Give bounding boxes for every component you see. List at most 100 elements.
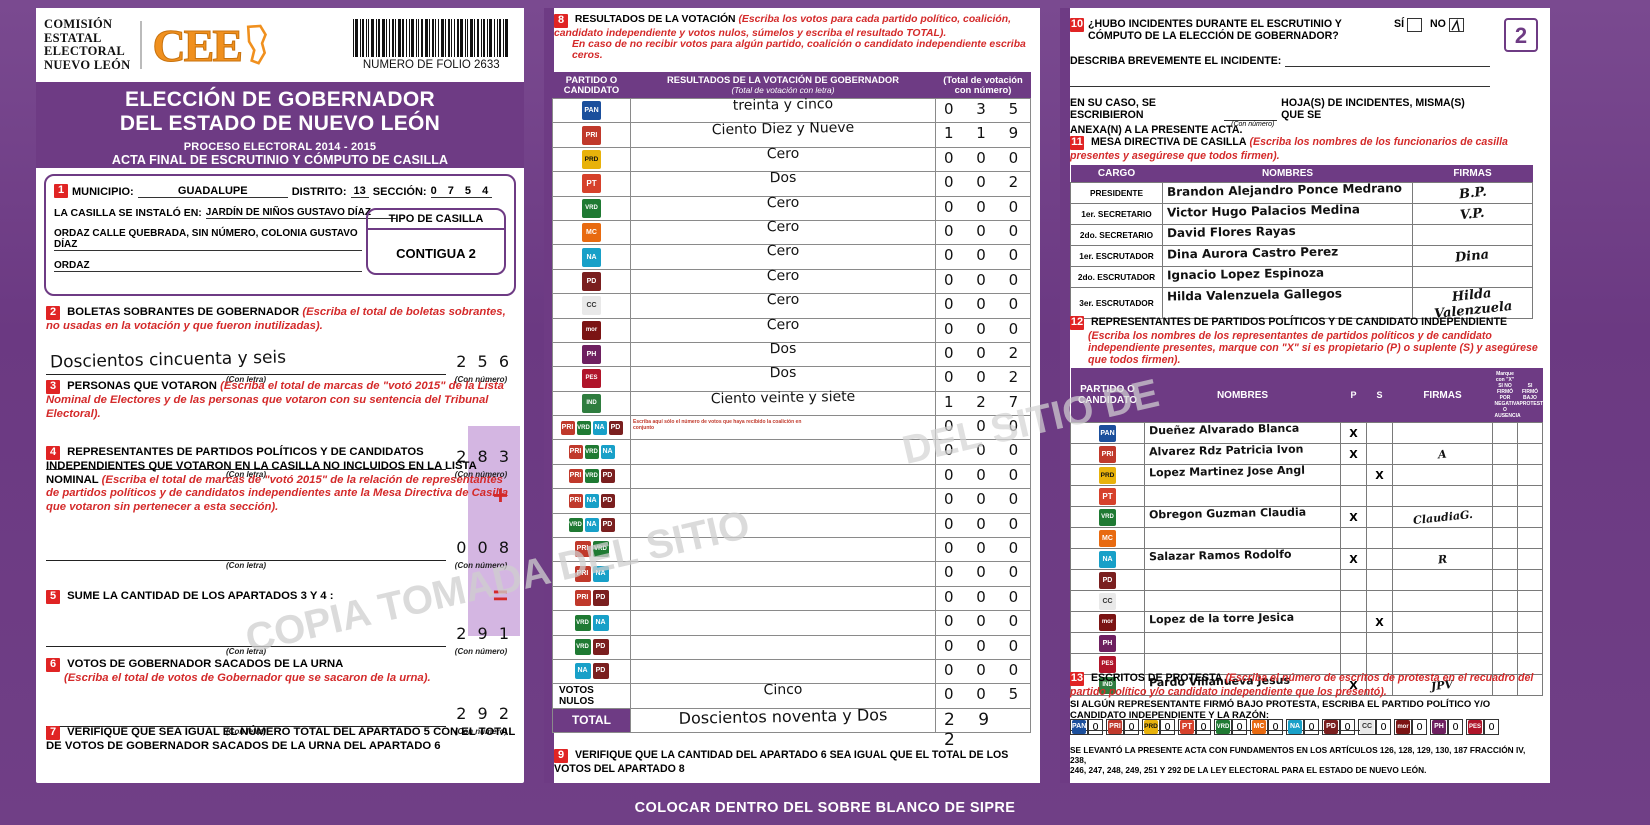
votes-numero-cell[interactable]: 0 0 0 [935, 658, 1031, 685]
reps-firma[interactable]: A [1392, 443, 1493, 465]
reps-protest-mark-2[interactable] [1517, 422, 1543, 444]
votes-letra-cell[interactable]: Dos [630, 365, 936, 392]
reps-mark-s[interactable] [1366, 506, 1393, 528]
votes-numero-cell[interactable]: 0 0 2 [935, 341, 1031, 368]
votes-numero-cell[interactable]: 0 0 0 [935, 463, 1031, 490]
votes-numero-cell[interactable]: 0 0 0 [935, 219, 1031, 246]
votes-letra-cell[interactable] [630, 488, 936, 514]
reps-nombre[interactable]: Obregon Guzman Claudia [1144, 506, 1341, 528]
reps-protest-mark-2[interactable] [1517, 464, 1543, 486]
reps-mark-p[interactable] [1340, 527, 1367, 549]
reps-protest-mark-2[interactable] [1517, 590, 1543, 612]
votes-letra-cell[interactable] [630, 585, 936, 612]
protest-count-na[interactable]: 0 [1304, 719, 1319, 735]
reps-mark-s[interactable] [1366, 527, 1393, 549]
reps-protest-mark-2[interactable] [1517, 485, 1543, 507]
reps-nombre[interactable]: Lopez de la torre Jesica [1144, 611, 1341, 633]
section-5-numero-value[interactable]: 2 9 1 [456, 624, 512, 643]
reps-protest-mark-2[interactable] [1517, 674, 1543, 696]
votes-letra-cell[interactable] [630, 463, 936, 490]
votes-numero-cell[interactable]: 0 0 0 [935, 634, 1031, 660]
reps-protest-mark-1[interactable] [1492, 527, 1518, 549]
votes-letra-cell[interactable] [630, 439, 936, 465]
reps-firma[interactable] [1392, 590, 1493, 612]
reps-protest-mark-1[interactable] [1492, 632, 1518, 654]
reps-protest-mark-2[interactable] [1517, 527, 1543, 549]
reps-nombre[interactable] [1144, 527, 1341, 549]
reps-firma[interactable] [1392, 569, 1493, 591]
municipio-value[interactable]: GUADALUPE [137, 185, 288, 198]
reps-protest-mark-2[interactable] [1517, 611, 1543, 633]
votes-numero-cell[interactable]: 1 1 9 [935, 122, 1031, 148]
protest-count-pt[interactable]: 0 [1196, 719, 1211, 735]
reps-nombre[interactable] [1144, 569, 1341, 591]
protest-count-verde[interactable]: 0 [1232, 719, 1247, 735]
distrito-value[interactable]: 13 [350, 185, 369, 198]
votes-letra-cell[interactable] [630, 537, 936, 563]
reps-protest-mark-1[interactable] [1492, 548, 1518, 570]
address-line-2[interactable]: ORDAZ CALLE QUEBRADA, SIN NÚMERO, COLONI… [54, 228, 362, 251]
votes-letra-cell[interactable]: Cero [630, 316, 936, 343]
reps-protest-mark-1[interactable] [1492, 422, 1518, 444]
reps-nombre[interactable]: Lopez Martinez Jose Angl [1144, 464, 1341, 486]
votes-numero-cell[interactable]: 0 0 0 [935, 268, 1031, 295]
reps-protest-mark-1[interactable] [1492, 506, 1518, 528]
protest-count-cc[interactable]: 0 [1376, 719, 1391, 735]
votes-letra-cell[interactable] [630, 610, 936, 636]
reps-mark-s[interactable] [1366, 569, 1393, 591]
votes-letra-cell[interactable] [630, 658, 936, 685]
reps-mark-s[interactable] [1366, 485, 1393, 507]
section-6-numero-value[interactable]: 2 9 2 [456, 703, 512, 723]
votes-numero-cell[interactable]: 0 0 0 [935, 585, 1031, 612]
votes-numero-cell[interactable]: 0 0 0 [935, 195, 1031, 221]
reps-mark-s[interactable] [1366, 590, 1393, 612]
reps-mark-p[interactable]: X [1340, 422, 1367, 444]
protest-count-pd[interactable]: 0 [1340, 719, 1355, 735]
no-checkbox[interactable] [1448, 18, 1464, 32]
votes-letra-cell[interactable]: treinta y cinco [630, 96, 936, 124]
reps-protest-mark-2[interactable] [1517, 632, 1543, 654]
reps-nombre[interactable] [1144, 485, 1341, 507]
address-line-1[interactable]: JARDÍN DE NIÑOS GUSTAVO DÍAZ [205, 207, 396, 219]
reps-mark-p[interactable] [1340, 632, 1367, 654]
votes-numero-cell[interactable]: 0 3 5 [935, 97, 1031, 124]
votes-numero-cell[interactable]: 0 0 0 [935, 244, 1031, 270]
reps-protest-mark-1[interactable] [1492, 569, 1518, 591]
votes-letra-cell[interactable]: Cero [630, 292, 936, 319]
votes-numero-cell[interactable]: 0 0 0 [935, 512, 1031, 539]
reps-firma[interactable] [1392, 422, 1493, 444]
votes-numero-cell[interactable]: 0 0 2 [935, 366, 1031, 392]
mesa-firma[interactable] [1412, 224, 1533, 246]
votes-letra-cell[interactable]: Ciento veinte y siete [630, 388, 936, 417]
reps-protest-mark-1[interactable] [1492, 443, 1518, 465]
reps-mark-p[interactable] [1340, 464, 1367, 486]
reps-nombre[interactable]: Alvarez Rdz Patricia Ivon [1144, 443, 1341, 465]
reps-nombre[interactable]: Salazar Ramos Rodolfo [1144, 548, 1341, 570]
section-2-letra-value[interactable]: Doscientos cincuenta y seis [49, 347, 287, 372]
votes-numero-cell[interactable]: 1 2 7 [935, 390, 1031, 417]
reps-firma[interactable] [1392, 611, 1493, 633]
section-4-numero-value[interactable]: 0 0 8 [456, 538, 512, 557]
reps-firma[interactable]: ClaudiaG. [1392, 506, 1493, 528]
si-checkbox[interactable] [1407, 18, 1423, 32]
mesa-nombre[interactable]: Dina Aurora Castro Perez [1162, 245, 1413, 267]
reps-mark-p[interactable]: X [1340, 506, 1367, 528]
votes-letra-cell[interactable] [630, 561, 936, 587]
reps-nombre[interactable]: Pardo Villanueva Jesus [1144, 674, 1341, 696]
votes-letra-cell[interactable] [630, 512, 936, 539]
describe-value[interactable] [1285, 54, 1490, 67]
votes-numero-cell[interactable]: 0 0 0 [935, 488, 1031, 514]
mesa-nombre[interactable]: Hilda Valenzuela Gallegos [1162, 286, 1413, 319]
mesa-firma[interactable]: B.P. [1412, 182, 1533, 204]
reps-nombre[interactable]: Dueñez Alvarado Blanca [1144, 422, 1341, 444]
reps-firma[interactable]: R [1392, 548, 1493, 570]
section-3-numero-value[interactable]: 2 8 3 [456, 447, 512, 466]
reps-mark-s[interactable] [1366, 548, 1393, 570]
mesa-firma[interactable]: Hilda Valenzuela [1412, 286, 1533, 322]
votes-numero-cell[interactable]: 0 0 0 [935, 415, 1031, 441]
address-line-3[interactable]: ORDAZ [54, 260, 362, 272]
total-numero-cell[interactable]: 2 9 2 [935, 707, 1031, 750]
reps-protest-mark-2[interactable] [1517, 443, 1543, 465]
describe-line-2[interactable] [1070, 73, 1490, 87]
reps-firma[interactable] [1392, 485, 1493, 507]
